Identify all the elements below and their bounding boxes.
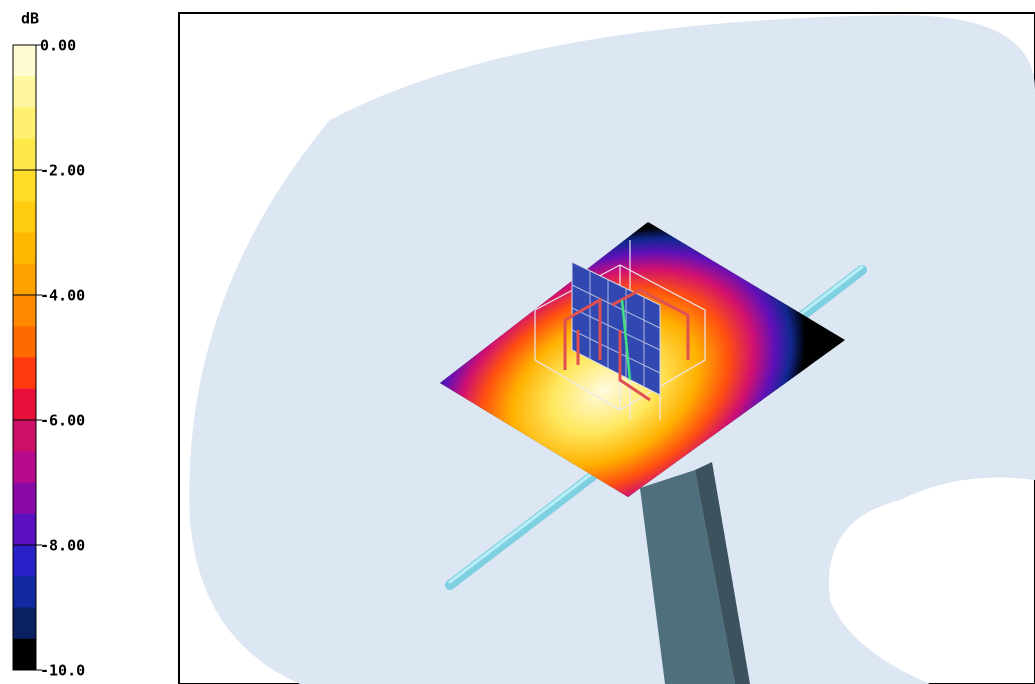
color-band xyxy=(13,451,36,483)
color-band xyxy=(13,76,36,108)
viewport xyxy=(178,12,1035,684)
mast-side xyxy=(695,462,750,684)
color-band xyxy=(13,170,36,202)
legend: dB 0.00 -2.00 -4.00 -6.00 -8.00 -10.0 xyxy=(12,10,85,680)
color-band xyxy=(13,388,36,421)
tick-label: -10.0 xyxy=(40,662,85,680)
color-band xyxy=(13,232,36,265)
feed-axis xyxy=(620,299,632,381)
color-band xyxy=(13,295,36,327)
feed-lines xyxy=(563,288,690,402)
tick-label: -6.00 xyxy=(40,412,85,430)
color-band xyxy=(13,45,36,77)
color-band xyxy=(13,201,36,233)
color-band xyxy=(13,482,36,515)
color-band xyxy=(13,326,36,358)
color-band xyxy=(13,107,36,140)
color-band xyxy=(13,513,36,546)
color-band xyxy=(13,545,36,577)
color-band xyxy=(13,638,36,671)
color-band xyxy=(13,576,36,608)
color-band xyxy=(13,263,36,296)
color-band xyxy=(13,357,36,390)
tick-label: -4.00 xyxy=(40,287,85,305)
mast xyxy=(640,470,735,684)
tick-label: -8.00 xyxy=(40,537,85,555)
color-band xyxy=(13,607,36,640)
color-band xyxy=(13,138,36,171)
tick-label: 0.00 xyxy=(40,37,76,55)
color-band xyxy=(13,420,36,452)
tick-label: -2.00 xyxy=(40,162,85,180)
legend-unit: dB xyxy=(21,10,39,28)
